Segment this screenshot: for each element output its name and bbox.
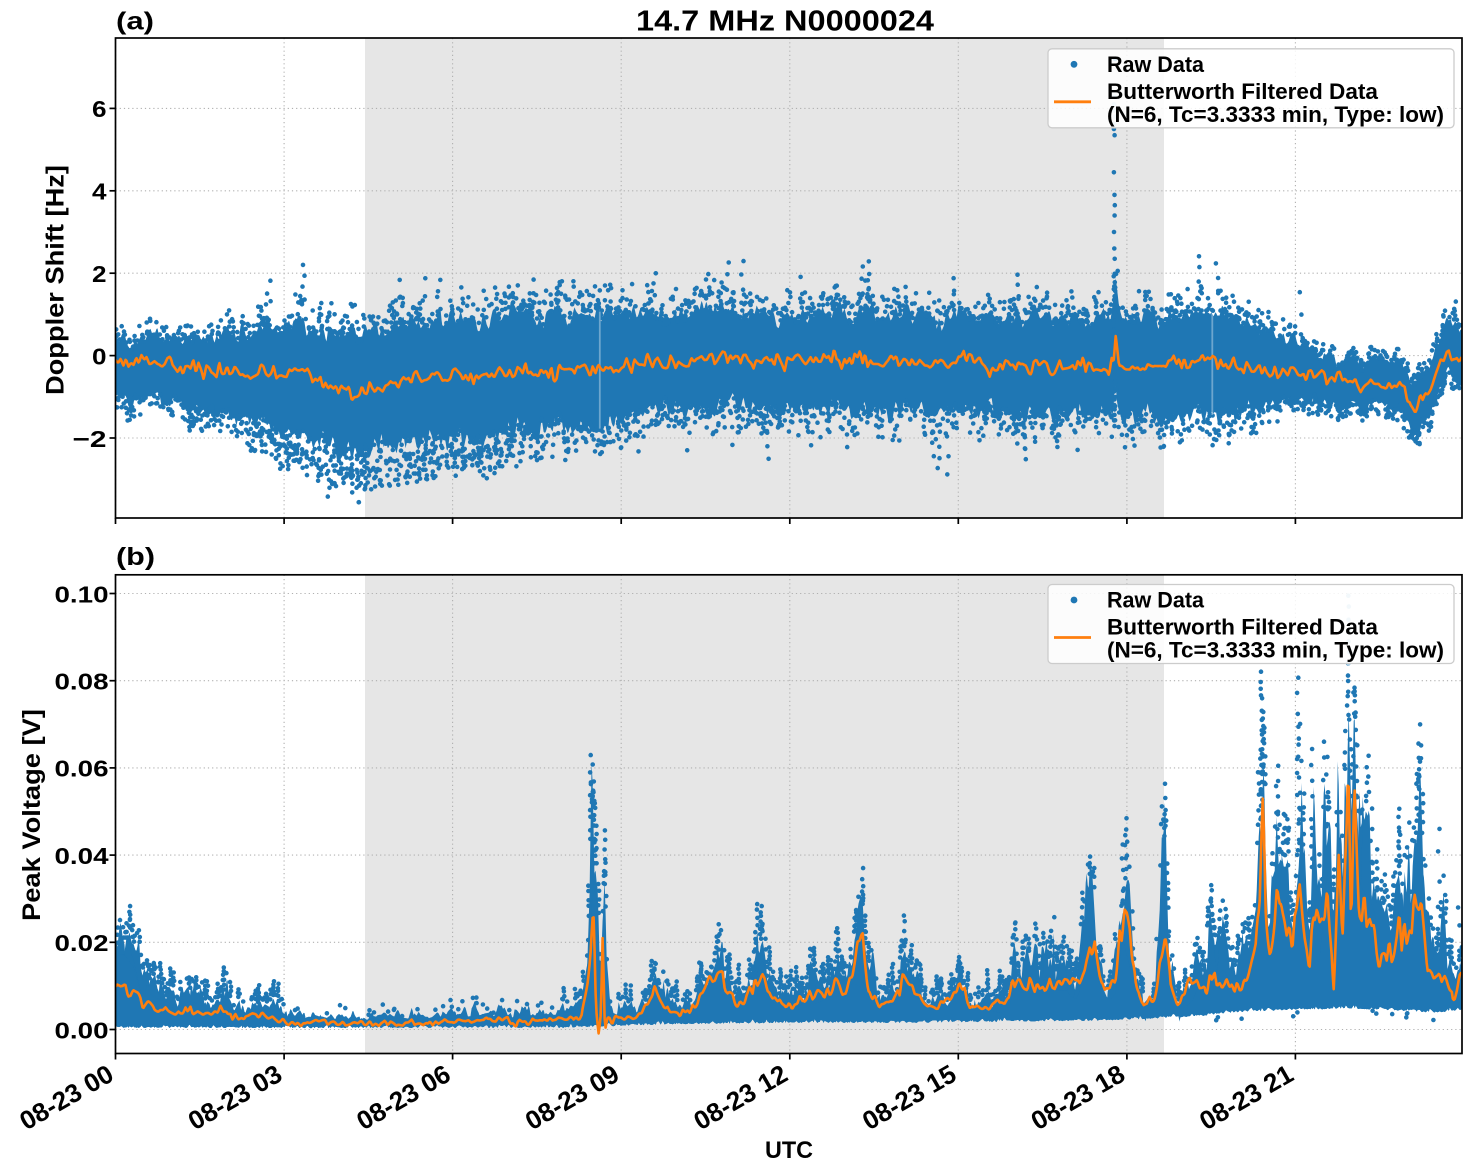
svg-text:Raw Data: Raw Data: [1107, 52, 1205, 77]
svg-text:0.06: 0.06: [55, 756, 109, 782]
svg-text:(N=6, Tc=3.3333 min, Type: low: (N=6, Tc=3.3333 min, Type: low): [1107, 102, 1444, 127]
svg-text:0.08: 0.08: [55, 669, 109, 695]
svg-text:6: 6: [92, 96, 107, 122]
svg-text:(N=6, Tc=3.3333 min, Type: low: (N=6, Tc=3.3333 min, Type: low): [1107, 638, 1444, 663]
svg-text:Raw Data: Raw Data: [1107, 588, 1205, 613]
svg-text:0.04: 0.04: [55, 843, 109, 869]
svg-text:Butterworth Filtered Data: Butterworth Filtered Data: [1107, 615, 1379, 640]
svg-text:Doppler Shift [Hz]: Doppler Shift [Hz]: [42, 165, 70, 395]
svg-text:0: 0: [92, 343, 107, 369]
svg-text:(b): (b): [116, 543, 155, 571]
svg-text:−2: −2: [73, 426, 107, 452]
svg-text:2: 2: [92, 261, 107, 287]
svg-text:UTC: UTC: [765, 1137, 813, 1164]
svg-text:0.00: 0.00: [55, 1017, 109, 1043]
svg-text:4: 4: [92, 179, 107, 205]
svg-text:14.7 MHz N0000024: 14.7 MHz N0000024: [636, 5, 934, 37]
svg-text:Butterworth Filtered Data: Butterworth Filtered Data: [1107, 79, 1379, 104]
svg-text:Peak Voltage [V]: Peak Voltage [V]: [18, 709, 46, 921]
svg-text:(a): (a): [116, 8, 154, 36]
svg-text:0.10: 0.10: [55, 581, 109, 607]
svg-text:0.02: 0.02: [55, 930, 109, 956]
